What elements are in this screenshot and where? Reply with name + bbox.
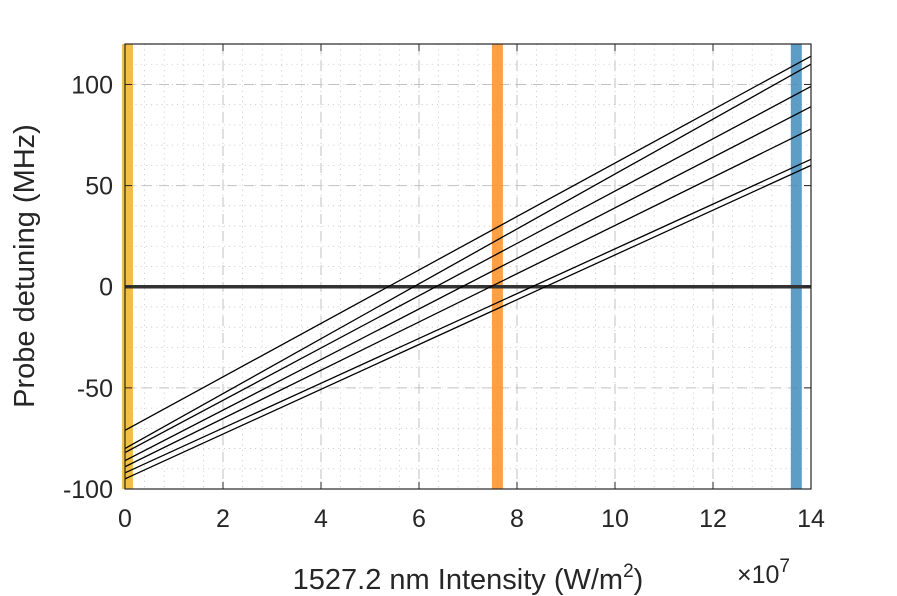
series-line-6	[124, 158, 812, 474]
y-tick-label: 0	[99, 274, 113, 302]
series-line-1	[124, 55, 812, 431]
x-axis-label-main: 1527.2 nm Intensity (W/m	[293, 564, 623, 596]
plot-frame	[124, 43, 812, 490]
x-tick-label: 4	[314, 505, 328, 533]
y-tick-labels: -100 -50 0 50 100	[63, 71, 113, 504]
vertical-bands	[121, 44, 802, 489]
x-multiplier: ×107	[737, 556, 790, 589]
x-axis-label-superscript: 2	[623, 561, 634, 582]
x-tick-label: 2	[216, 505, 230, 533]
series-line-4	[124, 106, 812, 462]
x-multiplier-exponent: 7	[779, 556, 790, 577]
y-tick-label: 100	[71, 71, 113, 99]
x-multiplier-prefix: ×10	[737, 561, 779, 589]
x-tick-label: 12	[699, 505, 727, 533]
x-axis-label-close: )	[634, 564, 644, 596]
tick-marks	[124, 44, 812, 490]
x-tick-label: 14	[797, 505, 825, 533]
series-line-7	[124, 164, 812, 480]
x-tick-label: 6	[412, 505, 426, 533]
y-tick-label: 50	[85, 173, 113, 201]
y-tick-label: -100	[63, 476, 113, 504]
series-line-2	[124, 63, 812, 450]
series-line-3	[124, 85, 812, 454]
x-axis-label: 1527.2 nm Intensity (W/m2)	[293, 561, 644, 596]
x-tick-labels: 0 2 4 6 8 10 12 14	[118, 505, 825, 533]
series-lines	[124, 55, 812, 480]
x-tick-label: 8	[510, 505, 524, 533]
y-axis-label: Probe detuning (MHz)	[9, 124, 41, 408]
x-tick-label: 10	[601, 505, 629, 533]
x-tick-label: 0	[118, 505, 132, 533]
series-line-5	[124, 128, 812, 468]
y-tick-label: -50	[77, 375, 113, 403]
